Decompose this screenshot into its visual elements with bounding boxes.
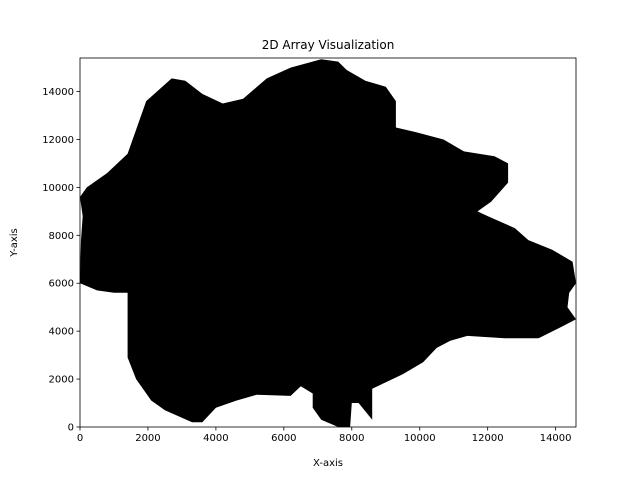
axes-frame <box>79 57 577 428</box>
y-tick-label: 10000 <box>42 183 74 194</box>
x-axis-ticks: 0 2000 4000 6000 8000 10000 12000 14000 <box>77 427 572 444</box>
y-tick-label: 2000 <box>49 375 74 386</box>
x-tick-label: 8000 <box>339 433 364 444</box>
chart-title: 2D Array Visualization <box>262 38 395 52</box>
array-mask-region <box>80 59 576 427</box>
y-tick-label: 0 <box>68 423 74 434</box>
y-tick-label: 6000 <box>49 279 74 290</box>
y-axis-label: Y-axis <box>9 228 20 258</box>
y-tick-label: 14000 <box>42 87 74 98</box>
x-tick-label: 14000 <box>540 433 572 444</box>
y-axis-ticks: 0 2000 4000 6000 8000 10000 12000 14000 <box>42 87 80 434</box>
x-tick-label: 10000 <box>404 433 436 444</box>
x-axis-label: X-axis <box>313 458 343 469</box>
x-tick-label: 2000 <box>135 433 160 444</box>
y-tick-label: 4000 <box>49 327 74 338</box>
y-tick-label: 12000 <box>42 135 74 146</box>
x-tick-label: 4000 <box>203 433 228 444</box>
x-tick-label: 6000 <box>271 433 296 444</box>
plot-area <box>80 59 576 427</box>
x-tick-label: 12000 <box>472 433 504 444</box>
y-tick-label: 8000 <box>49 231 74 242</box>
x-tick-label: 0 <box>77 433 83 444</box>
